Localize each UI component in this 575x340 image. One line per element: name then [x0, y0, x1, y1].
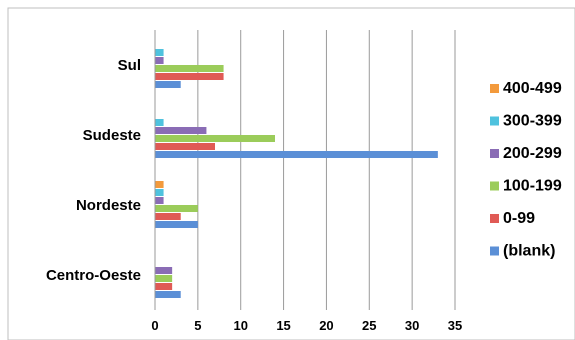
bar-nordeste-200-299: [155, 197, 164, 204]
bar-sul-100-199: [155, 65, 224, 72]
legend-swatch-300-399: [490, 116, 499, 126]
bar-centro-oeste-0-99: [155, 283, 173, 290]
gridlines: [197, 30, 456, 310]
bar-sul-200-299: [155, 57, 164, 64]
bars: [155, 49, 438, 298]
bar-centro-oeste-100-199: [155, 275, 173, 282]
category-label-centro-oeste: Centro-Oeste: [46, 267, 141, 284]
x-tick-label-15: 15: [276, 318, 290, 333]
legend-swatch-0-99: [490, 214, 499, 223]
bar-sul-blank: [155, 81, 181, 88]
legend-swatch-200-299: [490, 149, 499, 158]
bar-nordeste-100-199: [155, 205, 198, 212]
category-label-nordeste: Nordeste: [76, 197, 141, 214]
x-tick-label-35: 35: [448, 318, 462, 333]
legend-swatch-blank: [490, 246, 499, 256]
bar-centro-oeste-200-299: [155, 267, 173, 274]
legend-label-200-299: 200-299: [503, 145, 562, 162]
legend-swatch-400-499: [490, 84, 499, 93]
legend-label-400-499: 400-499: [503, 80, 562, 97]
bar-sudeste-blank: [155, 151, 438, 158]
legend-label-0-99: 0-99: [503, 210, 535, 227]
x-tick-label-10: 10: [233, 318, 247, 333]
bar-sul-300-399: [155, 49, 164, 56]
x-tick-label-25: 25: [362, 318, 376, 333]
bar-nordeste-300-399: [155, 189, 164, 196]
legend-label-blank: (blank): [503, 243, 555, 260]
x-tick-label-0: 0: [151, 318, 158, 333]
bar-sudeste-200-299: [155, 127, 207, 134]
bar-sul-0-99: [155, 73, 224, 80]
x-tick-label-20: 20: [319, 318, 333, 333]
bar-sudeste-0-99: [155, 143, 215, 150]
legend-label-100-199: 100-199: [503, 178, 562, 195]
bar-sudeste-300-399: [155, 119, 164, 126]
bar-centro-oeste-blank: [155, 291, 181, 298]
bar-sudeste-100-199: [155, 135, 275, 142]
legend-swatch-100-199: [490, 181, 499, 191]
x-tick-label-30: 30: [405, 318, 419, 333]
legend: 400-499 300-399 200-299 100-199 0-99 (blank): [490, 80, 562, 260]
x-tick-label-5: 5: [194, 318, 201, 333]
legend-label-300-399: 300-399: [503, 113, 562, 130]
category-label-sul: Sul: [118, 57, 141, 74]
chart-frame: [7, 7, 575, 340]
category-label-sudeste: Sudeste: [83, 127, 141, 144]
bar-nordeste-blank: [155, 221, 198, 228]
bar-nordeste-0-99: [155, 213, 181, 220]
axes: 0 5 10 15 20 25 30 35 Sul Sudeste Nordeste Centro-O…: [46, 30, 462, 333]
bar-nordeste-400-499: [155, 181, 164, 188]
